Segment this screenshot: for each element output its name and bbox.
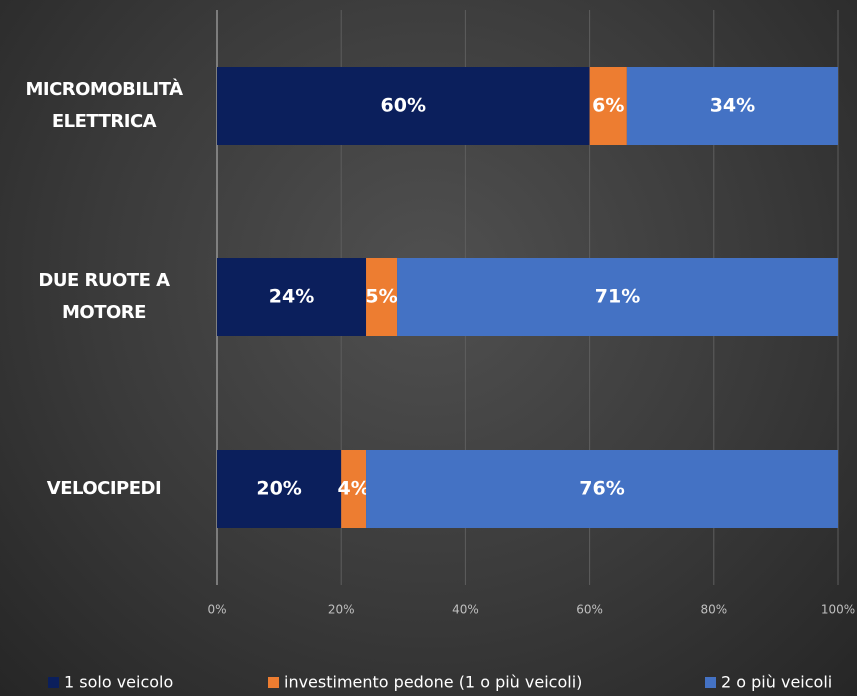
bar-segment: [217, 450, 342, 528]
legend-swatch: [705, 677, 716, 688]
legend-swatch: [268, 677, 279, 688]
x-tick-label: 0%: [207, 603, 226, 617]
data-label: 5%: [365, 286, 397, 308]
x-tick-label: 20%: [328, 603, 355, 617]
data-label: 20%: [256, 478, 301, 500]
data-label: 76%: [579, 478, 624, 500]
x-tick-label: 80%: [700, 603, 727, 617]
category-label: MICROMOBILITÀ ELETTRICA: [25, 79, 183, 132]
bar-segment: [626, 67, 838, 145]
legend-label: investimento pedone (1 o più veicoli): [284, 673, 582, 692]
bar-segment: [589, 67, 627, 145]
legend-label: 1 solo veicolo: [64, 673, 173, 692]
legend-label: 2 o più veicoli: [721, 673, 832, 692]
bar-segment: [366, 450, 838, 528]
bar-segment: [397, 258, 838, 336]
bar-segment: [366, 258, 398, 336]
x-tick-label: 40%: [452, 603, 479, 617]
data-label: 60%: [381, 95, 426, 117]
data-label: 71%: [595, 286, 640, 308]
bar-segment: [217, 67, 590, 145]
data-label: 34%: [710, 95, 755, 117]
data-label: 6%: [592, 95, 624, 117]
category-label: DUE RUOTE A MOTORE: [38, 270, 170, 323]
legend-swatch: [48, 677, 59, 688]
bar-segment: [217, 258, 367, 336]
data-label: 24%: [269, 286, 314, 308]
category-label: VELOCIPEDI: [46, 478, 162, 499]
x-tick-label: 60%: [576, 603, 603, 617]
data-label: 4%: [337, 478, 369, 500]
x-tick-label: 100%: [821, 603, 855, 617]
bar-segment: [341, 450, 367, 528]
